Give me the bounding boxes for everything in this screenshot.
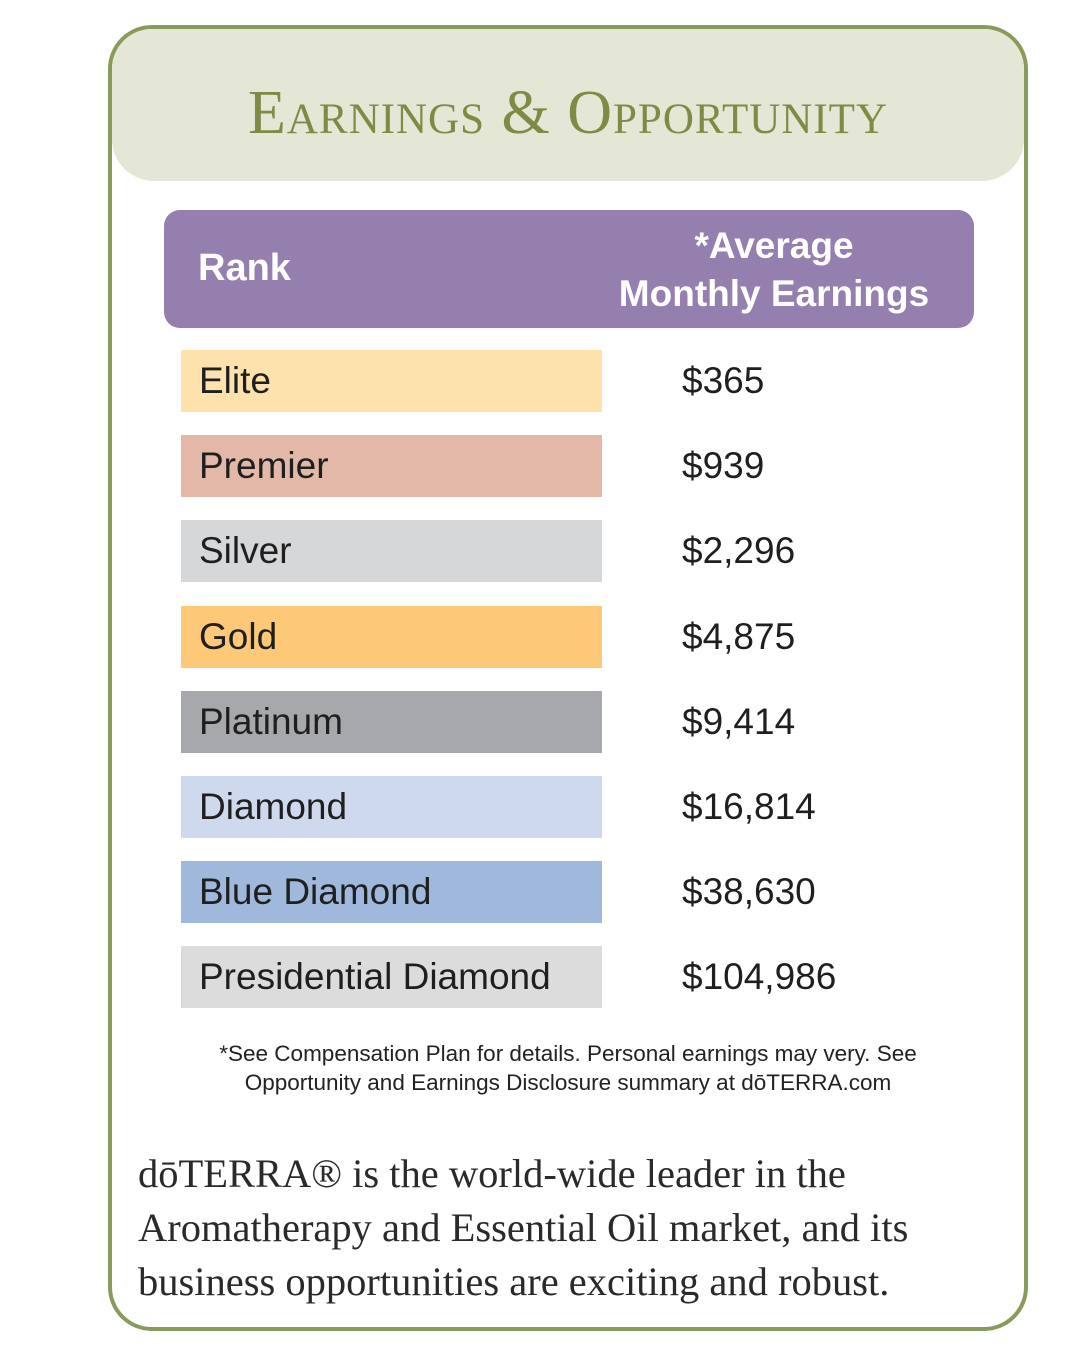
rank-label: Presidential Diamond xyxy=(199,956,551,997)
column-header-earnings-line2: Monthly Earnings xyxy=(618,273,930,314)
rank-earnings-platinum: $9,414 xyxy=(682,701,796,742)
rank-earnings-diamond: $16,814 xyxy=(682,786,816,827)
rank-row-gold: Gold xyxy=(181,606,602,668)
rank-label: Blue Diamond xyxy=(199,871,432,912)
title-band: Earnings & Opportunity xyxy=(112,29,1024,181)
rank-row-premier: Premier xyxy=(181,435,602,497)
rank-label: Diamond xyxy=(199,786,348,827)
rank-earnings-presidential-diamond: $104,986 xyxy=(682,956,837,997)
rank-row-blue-diamond: Blue Diamond xyxy=(181,861,602,923)
footnote-line2: Opportunity and Earnings Disclosure summ… xyxy=(244,1070,892,1095)
footnote-line1: *See Compensation Plan for details. Pers… xyxy=(219,1041,917,1066)
rank-earnings-premier: $939 xyxy=(682,445,765,486)
rank-row-presidential-diamond: Presidential Diamond xyxy=(181,946,602,1008)
column-header-earnings-line1: *Average xyxy=(694,225,854,266)
footnote: *See Compensation Plan for details. Pers… xyxy=(152,1039,984,1097)
rank-label: Premier xyxy=(199,445,329,486)
earnings-card: Earnings & Opportunity Rank *Average Mon… xyxy=(108,25,1028,1331)
column-header-earnings: *Average Monthly Earnings xyxy=(594,222,954,318)
rank-row-diamond: Diamond xyxy=(181,776,602,838)
rank-row-elite: Elite xyxy=(181,350,602,412)
table-header: Rank *Average Monthly Earnings xyxy=(164,210,974,328)
rank-earnings-blue-diamond: $38,630 xyxy=(682,871,816,912)
rank-label: Elite xyxy=(199,360,271,401)
page-title: Earnings & Opportunity xyxy=(248,79,888,147)
rank-label: Platinum xyxy=(199,701,343,742)
rank-label: Gold xyxy=(199,616,278,657)
blurb-line3: business opportunities are exciting and … xyxy=(138,1259,890,1304)
company-blurb: dōTERRA® is the world-wide leader in the… xyxy=(138,1147,1018,1309)
rank-row-silver: Silver xyxy=(181,520,602,582)
blurb-line1: dōTERRA® is the world-wide leader in the xyxy=(138,1151,846,1196)
rank-earnings-gold: $4,875 xyxy=(682,616,796,657)
rank-row-platinum: Platinum xyxy=(181,691,602,753)
rank-earnings-elite: $365 xyxy=(682,360,765,401)
column-header-rank: Rank xyxy=(198,247,291,289)
rank-earnings-silver: $2,296 xyxy=(682,530,796,571)
rank-label: Silver xyxy=(199,530,292,571)
blurb-line2: Aromatherapy and Essential Oil market, a… xyxy=(138,1205,909,1250)
